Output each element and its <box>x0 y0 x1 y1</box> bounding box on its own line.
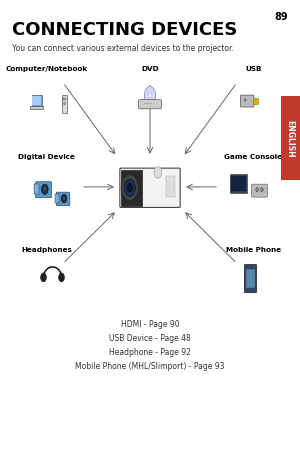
Circle shape <box>124 180 135 197</box>
Text: Digital Device: Digital Device <box>18 154 75 160</box>
Circle shape <box>144 88 156 105</box>
Circle shape <box>40 273 46 282</box>
FancyBboxPatch shape <box>166 177 175 198</box>
Circle shape <box>61 195 67 203</box>
FancyBboxPatch shape <box>32 96 42 107</box>
Text: Mobile Phone: Mobile Phone <box>226 246 281 252</box>
Text: Mobile Phone (MHL/Slimport) - Page 93: Mobile Phone (MHL/Slimport) - Page 93 <box>75 361 225 370</box>
FancyBboxPatch shape <box>246 269 255 288</box>
FancyBboxPatch shape <box>35 182 52 198</box>
FancyBboxPatch shape <box>30 107 43 109</box>
Text: DVD: DVD <box>141 66 159 72</box>
Text: CONNECTING DEVICES: CONNECTING DEVICES <box>12 21 237 39</box>
FancyBboxPatch shape <box>230 175 247 194</box>
Circle shape <box>41 185 48 195</box>
Circle shape <box>154 167 162 179</box>
Text: You can connect various external devices to the projector.: You can connect various external devices… <box>12 44 234 53</box>
FancyBboxPatch shape <box>63 98 66 100</box>
Circle shape <box>58 273 64 282</box>
FancyBboxPatch shape <box>34 185 39 195</box>
FancyBboxPatch shape <box>62 95 67 114</box>
FancyBboxPatch shape <box>139 100 161 110</box>
FancyBboxPatch shape <box>244 265 257 293</box>
Circle shape <box>256 188 258 192</box>
FancyBboxPatch shape <box>121 170 142 206</box>
FancyBboxPatch shape <box>32 97 41 106</box>
FancyBboxPatch shape <box>231 177 246 191</box>
Circle shape <box>43 187 46 193</box>
Text: Computer/Notebook: Computer/Notebook <box>5 66 88 72</box>
Text: ENGLISH: ENGLISH <box>286 120 295 158</box>
Text: Game Console: Game Console <box>224 154 283 160</box>
Text: Headphone - Page 92: Headphone - Page 92 <box>109 347 191 356</box>
FancyBboxPatch shape <box>144 104 152 105</box>
FancyBboxPatch shape <box>120 169 180 208</box>
Circle shape <box>64 103 65 106</box>
Circle shape <box>149 94 152 98</box>
FancyBboxPatch shape <box>251 185 268 198</box>
Circle shape <box>127 184 133 193</box>
FancyBboxPatch shape <box>240 96 254 108</box>
FancyBboxPatch shape <box>253 99 258 105</box>
Text: Headphones: Headphones <box>21 246 72 252</box>
Text: 89: 89 <box>274 12 288 22</box>
FancyBboxPatch shape <box>55 195 59 203</box>
Circle shape <box>121 175 138 201</box>
Text: USB Device - Page 48: USB Device - Page 48 <box>109 333 191 342</box>
Bar <box>280 97 300 181</box>
Text: USB: USB <box>245 66 262 72</box>
Circle shape <box>261 188 263 192</box>
Circle shape <box>63 197 65 201</box>
Circle shape <box>244 100 246 102</box>
FancyBboxPatch shape <box>56 193 70 206</box>
Text: HDMI - Page 90: HDMI - Page 90 <box>121 319 179 328</box>
